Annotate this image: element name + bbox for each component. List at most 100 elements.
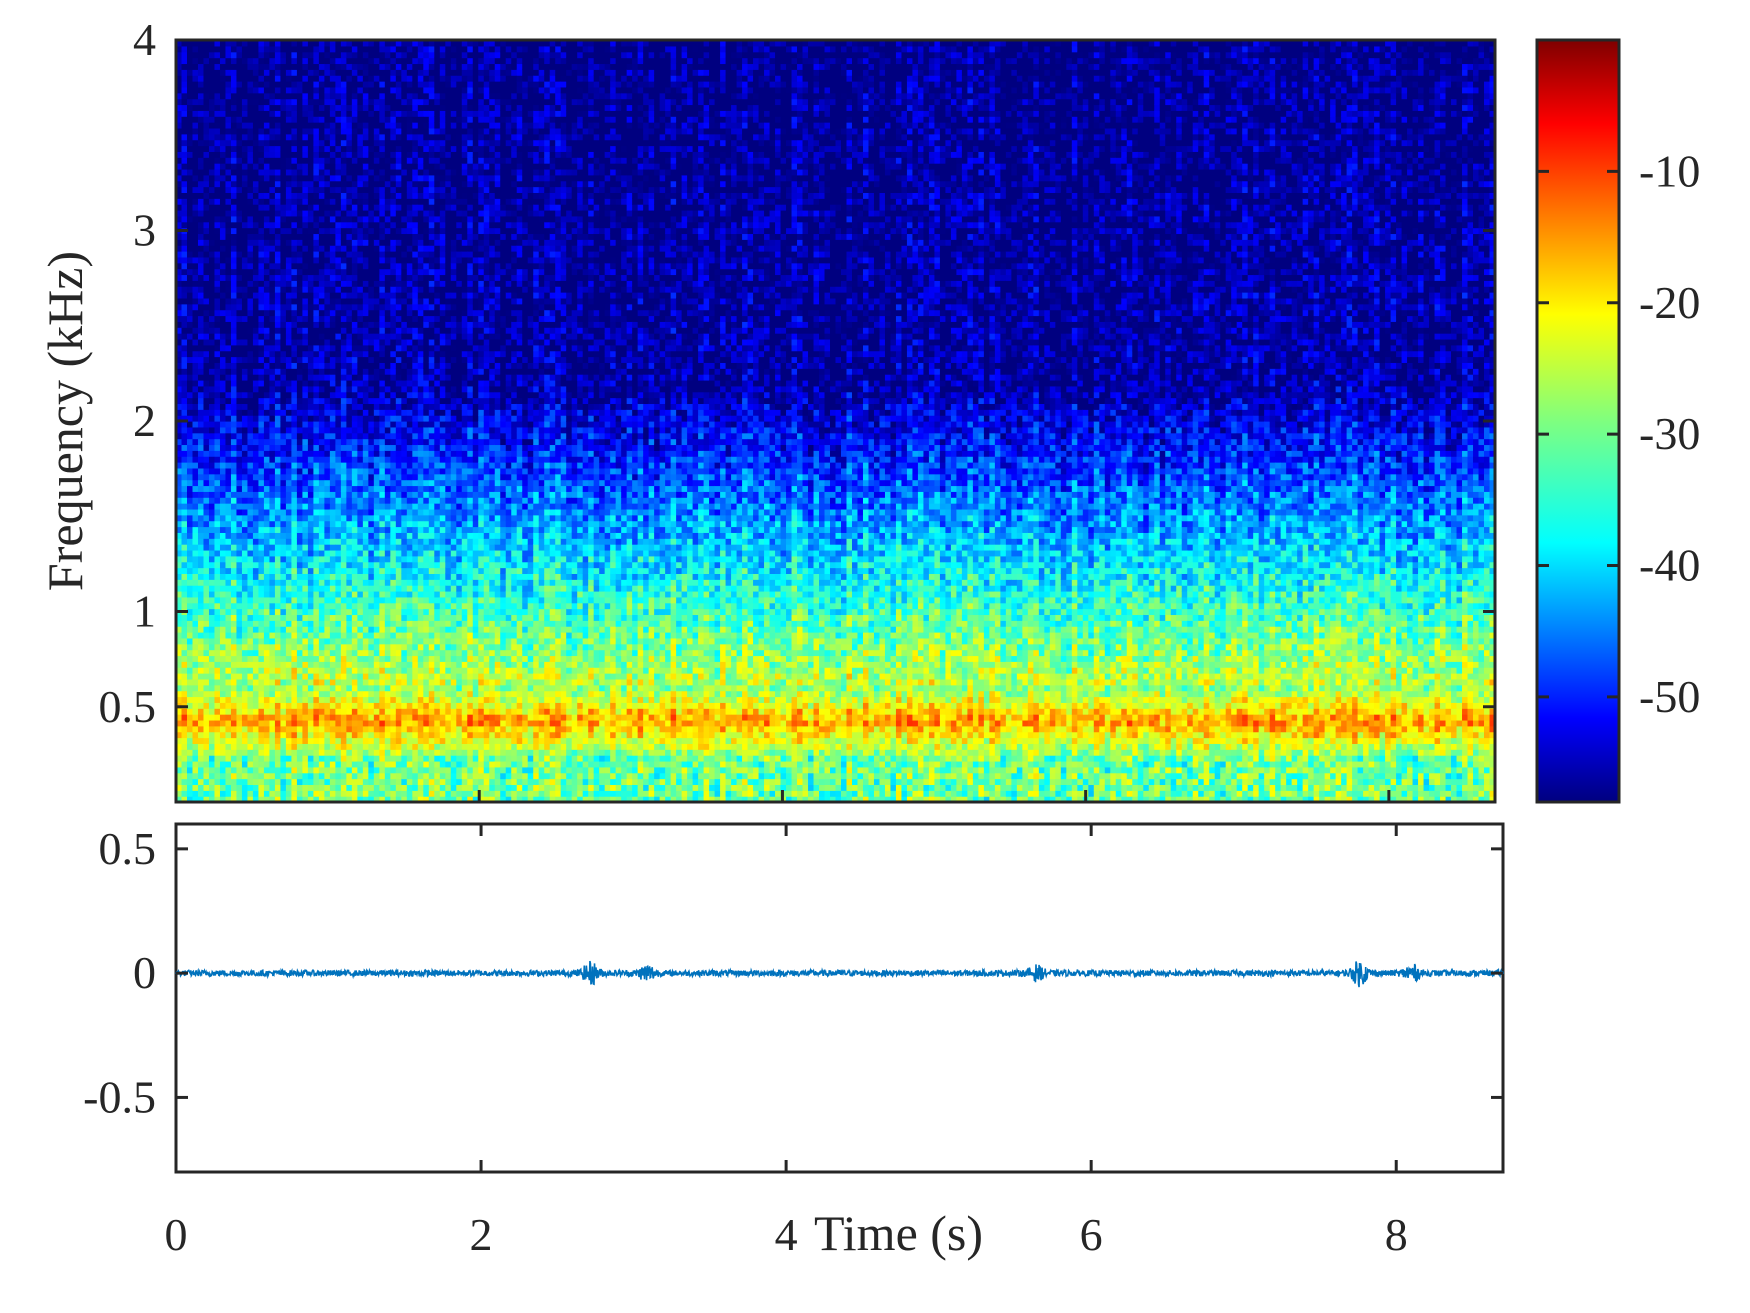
spectrogram-cell: [247, 579, 254, 586]
spectrogram-cell: [247, 467, 254, 475]
spectrogram-cell: [181, 508, 188, 516]
spectrogram-cell: [203, 116, 210, 123]
spectrogram-cell: [181, 174, 188, 182]
spectrogram-cell: [197, 432, 205, 440]
spectrogram-cell: [296, 719, 304, 727]
spectrogram-cell: [373, 327, 380, 334]
spectrogram-cell: [368, 602, 375, 610]
spectrogram-cell: [280, 450, 287, 457]
spectrogram-cell: [307, 444, 314, 451]
spectrogram-cell: [318, 145, 325, 152]
spectrogram-cell: [219, 309, 227, 317]
spectrogram-cell: [236, 192, 243, 199]
spectrogram-cell: [197, 309, 205, 317]
spectrogram-cell: [269, 327, 276, 334]
spectrogram-cell: [225, 198, 232, 205]
spectrogram-cell: [203, 338, 210, 346]
spectrogram-cell: [274, 104, 282, 111]
spectrogram-cell: [197, 766, 205, 774]
spectrogram-cell: [230, 567, 238, 574]
spectrogram-cell: [307, 51, 314, 59]
spectrogram-cell: [357, 245, 364, 252]
spectrogram-cell: [181, 790, 188, 797]
spectrogram-cell: [351, 116, 358, 123]
spectrogram-cell: [214, 180, 221, 188]
spectrogram-cell: [236, 497, 243, 504]
spectrogram-cell: [318, 127, 325, 135]
spectrogram-cell: [291, 385, 298, 393]
spectrogram-cell: [176, 714, 183, 721]
spectrogram-cell: [230, 485, 238, 492]
spectrogram-cell: [241, 438, 249, 446]
spectrogram-cell: [225, 731, 232, 739]
spectrogram-cell: [291, 684, 298, 692]
spectrogram-cell: [379, 585, 386, 592]
spectrogram-cell: [313, 274, 320, 281]
spectrogram-cell: [192, 98, 199, 106]
spectrogram-cell: [340, 251, 347, 258]
spectrogram-cell: [324, 462, 331, 469]
spectrogram-cell: [258, 749, 265, 756]
spectrogram-cell: [357, 374, 364, 381]
spectrogram-cell: [384, 514, 391, 522]
spectrogram-cell: [329, 655, 336, 662]
spectrogram-cell: [208, 51, 216, 59]
spectrogram-cell: [214, 444, 221, 451]
spectrogram-cell: [324, 274, 331, 281]
spectrogram-cell: [335, 456, 342, 463]
spectrogram-cell: [214, 86, 221, 94]
spectrogram-cell: [351, 139, 358, 147]
spectrogram-cell: [318, 649, 325, 657]
spectrogram-cell: [285, 104, 293, 111]
spectrogram-cell: [274, 796, 282, 802]
spectrogram-cell: [203, 479, 210, 487]
spectrogram-cell: [329, 772, 336, 780]
spectrogram-cell: [291, 538, 298, 545]
spectrogram-cell: [357, 544, 364, 551]
spectrogram-cell: [219, 432, 227, 440]
spectrogram-cell: [340, 139, 347, 147]
spectrogram-cell: [302, 596, 309, 604]
spectrogram-cell: [230, 614, 238, 621]
spectrogram-cell: [362, 673, 369, 680]
spectrogram-cell: [362, 362, 369, 369]
spectrogram-cell: [208, 63, 216, 70]
spectrogram-cell: [318, 731, 325, 739]
spectrogram-cell: [208, 755, 216, 762]
spectrogram-cell: [230, 92, 238, 100]
spectrogram-cell: [252, 40, 260, 47]
spectrogram-cell: [252, 590, 260, 598]
spectrogram-cell: [291, 678, 298, 686]
spectrogram-cell: [203, 514, 210, 522]
spectrogram-cell: [274, 684, 282, 692]
spectrogram-cell: [362, 262, 369, 270]
spectrogram-cell: [247, 755, 254, 762]
spectrogram-cell: [181, 81, 188, 88]
spectrogram-cell: [362, 344, 369, 352]
spectrogram-cell: [285, 760, 293, 768]
spectrogram-cell: [368, 286, 375, 293]
spectrogram-cell: [368, 544, 375, 551]
spectrogram-cell: [247, 614, 254, 621]
spectrogram-cell: [197, 139, 205, 147]
spectrogram-cell: [373, 450, 380, 457]
spectrogram-cell: [346, 450, 353, 457]
spectrogram-cell: [192, 286, 199, 293]
spectrogram-cell: [357, 526, 364, 533]
spectrogram-cell: [263, 333, 271, 340]
spectrogram-cell: [362, 86, 369, 94]
spectrogram-cell: [302, 702, 309, 709]
spectrogram-cell: [313, 485, 320, 492]
spectrogram-cell: [351, 379, 358, 387]
spectrogram-cell: [176, 145, 183, 152]
spectrogram-cell: [346, 784, 353, 791]
spectrogram-cell: [373, 350, 380, 358]
spectrogram-cell: [219, 92, 227, 100]
spectrogram-cell: [208, 139, 216, 147]
spectrogram-cell: [346, 145, 353, 152]
spectrogram-cell: [302, 45, 309, 53]
spectrogram-cell: [274, 321, 282, 328]
spectrogram-cell: [192, 133, 199, 141]
spectrogram-cell: [203, 57, 210, 65]
spectrogram-cell: [241, 239, 249, 246]
